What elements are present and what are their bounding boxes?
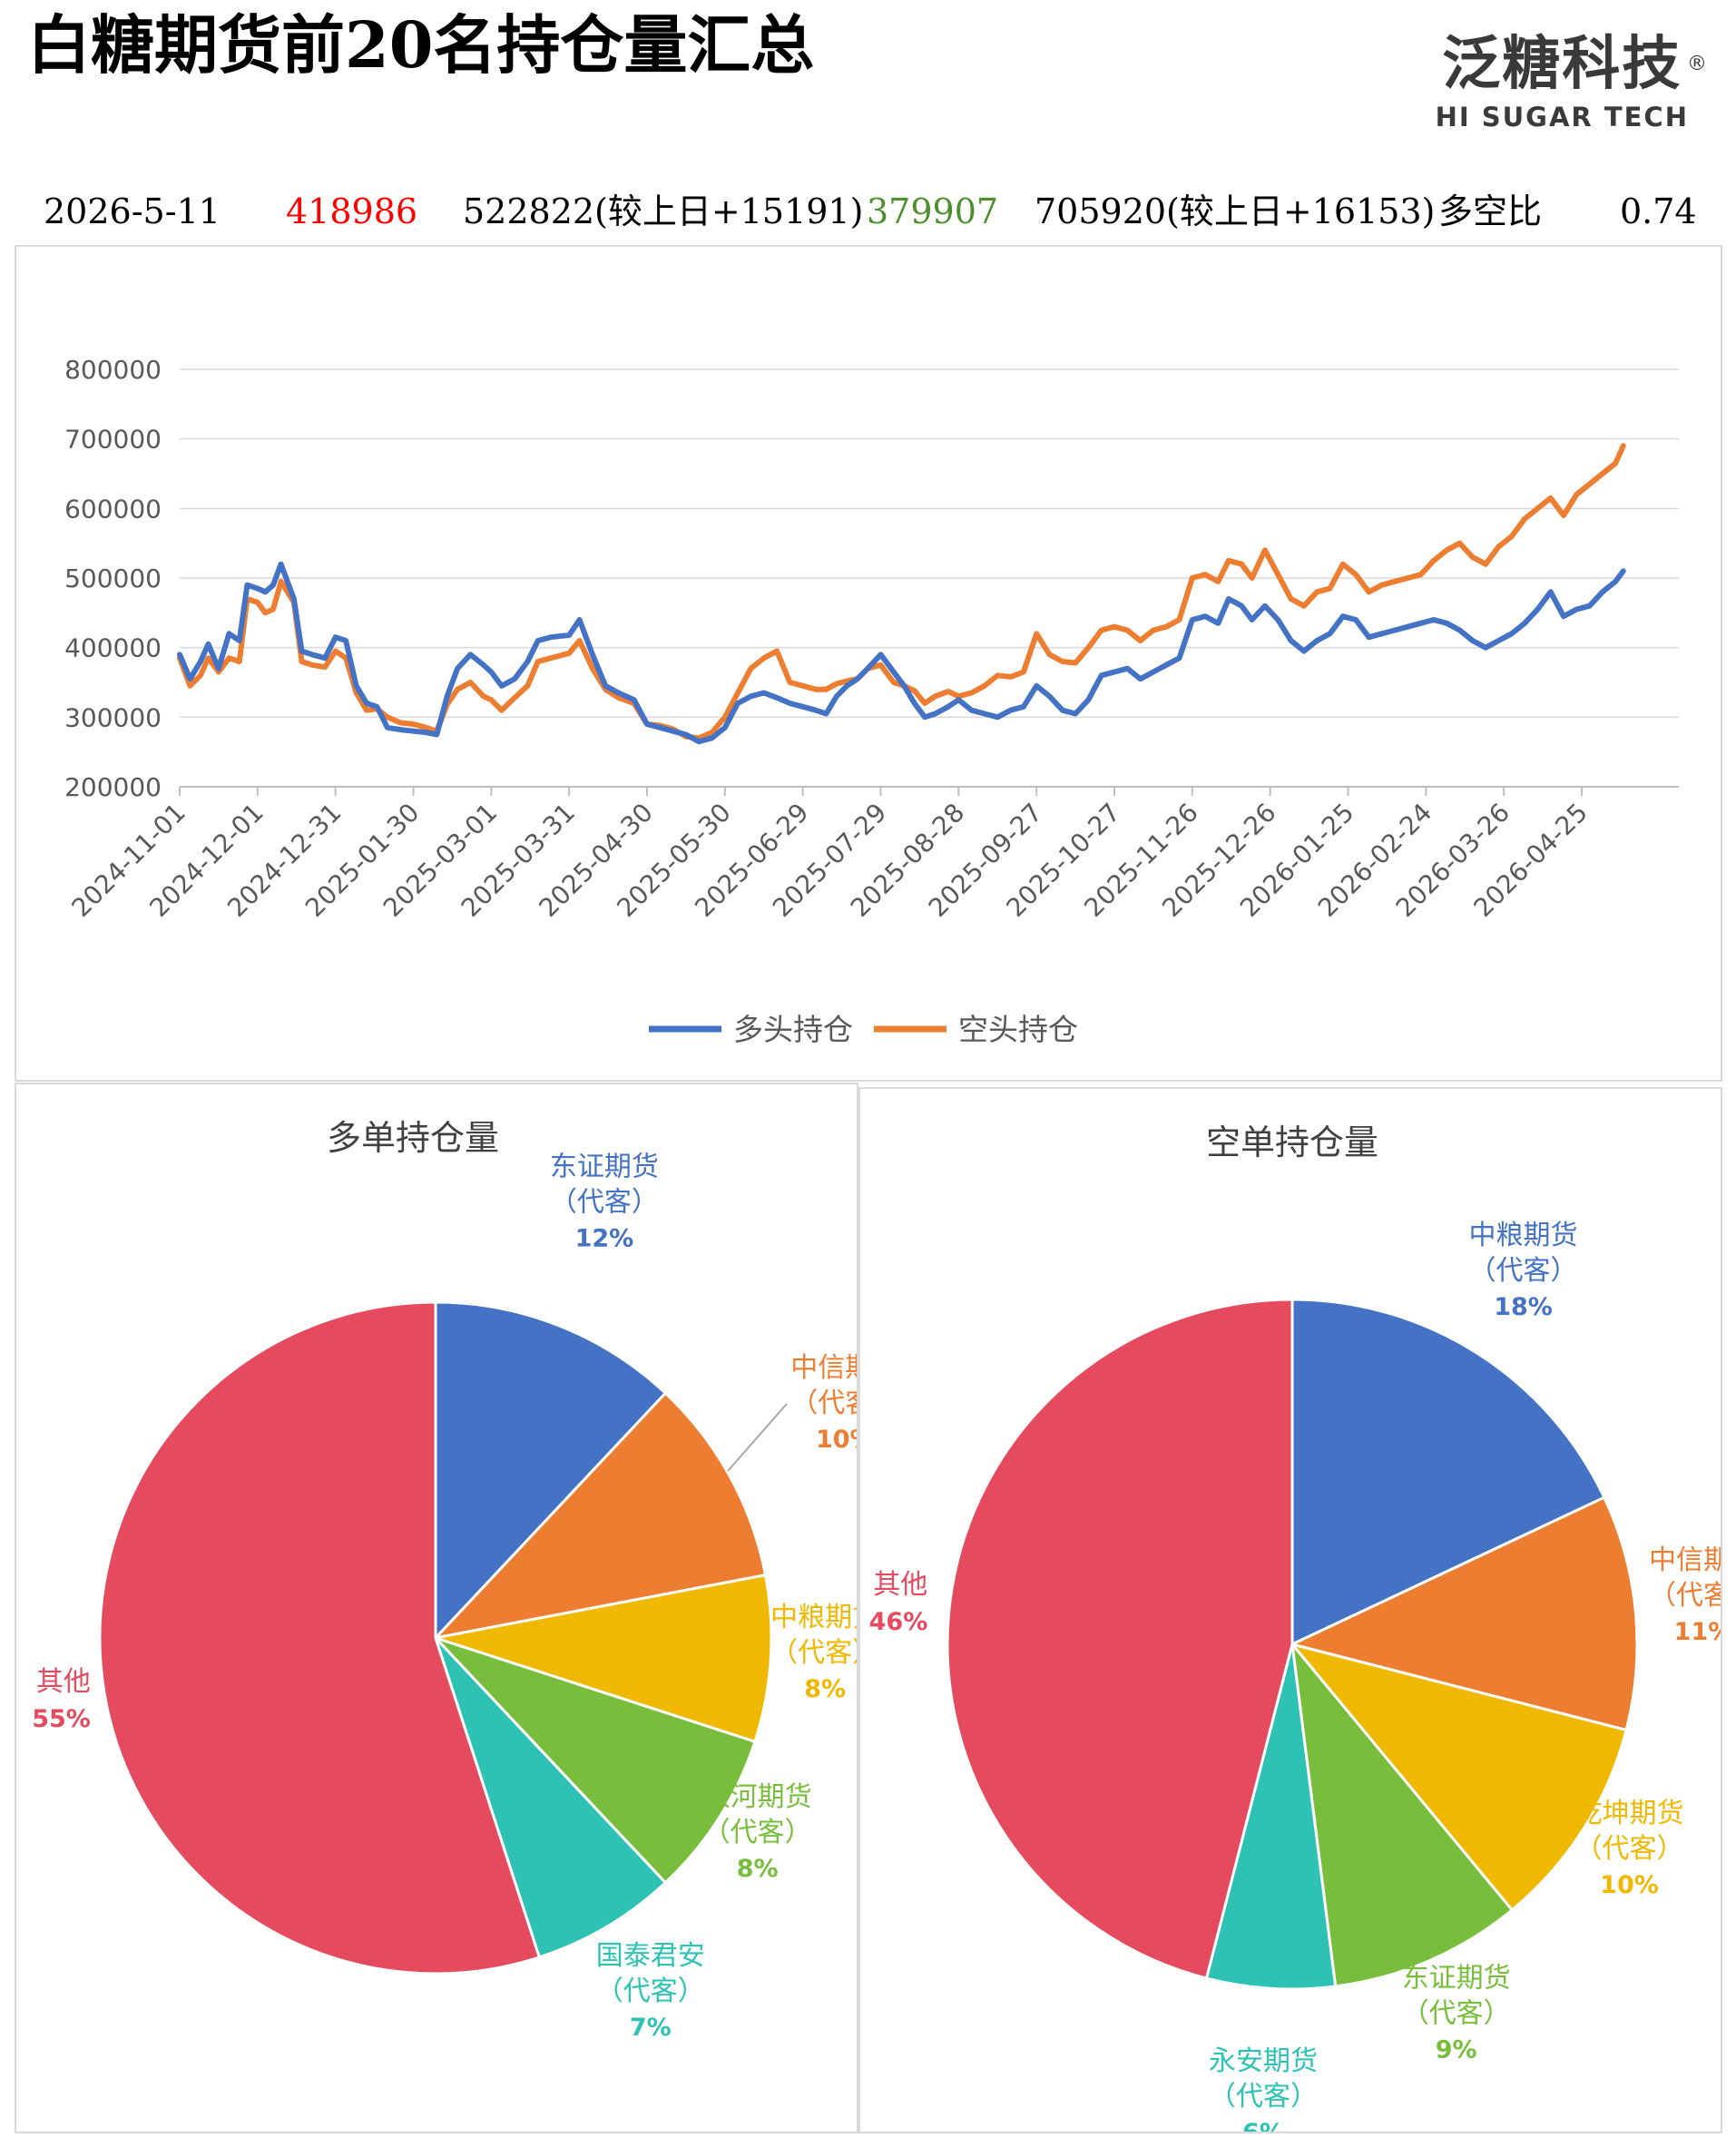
- pie-label-name: 其他: [36, 1666, 91, 1698]
- summary-short-total: 705920(较上日+16153): [1035, 191, 1436, 231]
- pie-label-name: 永安期货: [1209, 2045, 1318, 2077]
- pie-label-name: 银河期货: [703, 1781, 812, 1813]
- pie-label-name: 中信期货: [1649, 1544, 1721, 1576]
- y-tick-label: 200000: [64, 772, 162, 802]
- pie-label-pct: 18%: [1494, 1293, 1553, 1321]
- pie-label-sub: （代客）: [1469, 1255, 1578, 1287]
- pie-title: 空单持仓量: [1206, 1123, 1378, 1162]
- pie-label-pct: 55%: [32, 1705, 91, 1733]
- pie-slice: [1290, 1640, 1515, 1988]
- y-tick-label: 300000: [64, 702, 162, 732]
- pie-label-name: 国泰君安: [596, 1940, 705, 1972]
- pie-label-pct: 10%: [1600, 1871, 1659, 1899]
- pie-slice: [1204, 1643, 1338, 1991]
- pie-label-pct: 10%: [816, 1426, 857, 1454]
- summary-date: 2026-5-11: [44, 191, 221, 231]
- pie-label-pct: 11%: [1674, 1618, 1721, 1646]
- summary-row: 2026-5-11 418986 522822(较上日+15191) 37990…: [0, 181, 1736, 241]
- pie-label-sub: （代客）: [596, 1975, 705, 2007]
- pie-slice: [434, 1636, 757, 1885]
- pie-label-name: 乾坤期货: [1575, 1798, 1684, 1829]
- y-tick-label: 500000: [64, 564, 162, 593]
- brand-name-en: HI SUGAR TECH: [1435, 102, 1689, 132]
- pie-label-pct: 9%: [1436, 2036, 1477, 2064]
- pie-label-name: 其他: [873, 1569, 927, 1601]
- pie-slice: [946, 1298, 1294, 1980]
- line-chart-panel: 200000 300000 400000 500000 600000 700000 8000…: [15, 245, 1722, 1082]
- y-tick-label: 600000: [64, 494, 162, 524]
- pie-slice: [431, 1391, 768, 1641]
- pie-label-name: 东证期货: [1402, 1963, 1511, 1995]
- pie-slice: [1290, 1298, 1606, 1647]
- pie-label-name: 东证期货: [550, 1151, 659, 1182]
- pie-label-pct: 8%: [804, 1675, 846, 1703]
- pie-label-name: 中粮期货: [1469, 1220, 1578, 1251]
- line-chart: 200000 300000 400000 500000 600000 700000 8000…: [64, 355, 1679, 1047]
- y-tick-label: 400000: [64, 633, 162, 663]
- pie-title: 多单持仓量: [327, 1118, 499, 1158]
- pie-slice: [98, 1300, 542, 1975]
- y-tick-label: 800000: [64, 355, 162, 385]
- pie-label-sub: （代客）: [770, 1637, 857, 1669]
- legend-label-short: 空头持仓: [958, 1012, 1078, 1047]
- summary-long-total: 522822(较上日+15191): [463, 191, 864, 231]
- series-line-short: [177, 443, 1626, 741]
- pie-label-sub: （代客）: [550, 1186, 659, 1218]
- pie-slice: [1288, 1642, 1628, 1912]
- summary-ratio-value: 0.74: [1620, 191, 1697, 231]
- pie-label-sub: （代客）: [1402, 1998, 1511, 2030]
- pie-slice: [435, 1573, 773, 1744]
- pie-label-name: 中信期货: [790, 1352, 857, 1384]
- y-tick-label: 700000: [64, 425, 162, 455]
- pie-label-sub: （代客）: [1649, 1580, 1721, 1612]
- pie-label-sub: （代客）: [1209, 2081, 1318, 2113]
- long-pie-chart: 多单持仓量东证期货（代客）12%中信期货（代客）10%中粮期货（代客）8%银河期…: [32, 1118, 899, 2042]
- pie-label-pct: 46%: [869, 1608, 928, 1636]
- series-line-long: [177, 561, 1626, 745]
- summary-long-value: 418986: [286, 191, 418, 231]
- page-title: 白糖期货前20名持仓量汇总: [27, 7, 815, 83]
- pie-label-pct: 6%: [1242, 2119, 1284, 2132]
- pie-label-pct: 7%: [630, 2014, 672, 2042]
- pie-label-pct: 12%: [575, 1224, 634, 1252]
- pie-label-sub: （代客）: [703, 1817, 812, 1848]
- pie-slice: [1288, 1495, 1639, 1732]
- pie-leader-line: [727, 1403, 788, 1472]
- legend-label-long: 多头持仓: [733, 1012, 853, 1047]
- brand-logo: 泛糖科技 ® HI SUGAR TECH: [1435, 27, 1707, 132]
- pie-label-sub: （代客）: [790, 1387, 857, 1419]
- registered-mark: ®: [1687, 53, 1709, 75]
- brand-name-cn: 泛糖科技 ®: [1436, 27, 1707, 102]
- pie-label-sub: （代客）: [1575, 1833, 1684, 1865]
- summary-ratio-label: 多空比: [1438, 191, 1543, 231]
- pie-label-pct: 8%: [737, 1855, 779, 1883]
- long-pie-panel: 多单持仓量东证期货（代客）12%中信期货（代客）10%中粮期货（代客）8%银河期…: [15, 1083, 899, 2133]
- pie-label-name: 中粮期货: [770, 1602, 857, 1633]
- pie-slice: [434, 1300, 668, 1642]
- summary-short-value: 379907: [867, 191, 999, 231]
- pie-slice: [434, 1636, 668, 1959]
